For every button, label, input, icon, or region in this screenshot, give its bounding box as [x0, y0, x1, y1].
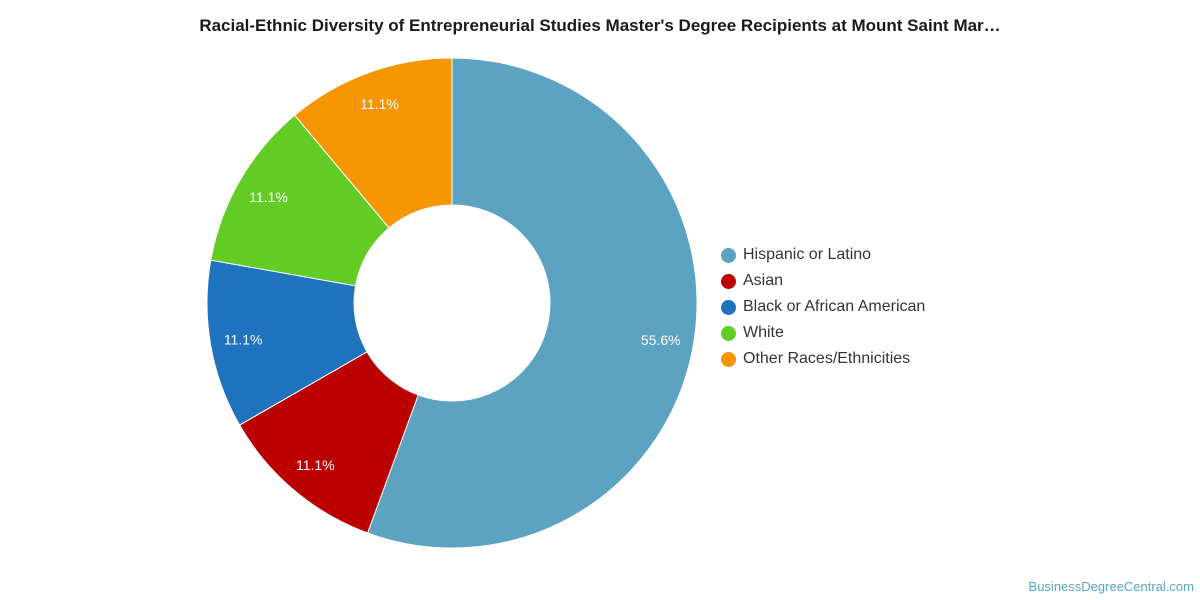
legend-swatch: [721, 351, 736, 367]
watermark[interactable]: BusinessDegreeCentral.com: [1028, 579, 1194, 594]
legend-label: White: [743, 324, 784, 341]
legend-label: Hispanic or Latino: [743, 246, 872, 263]
legend-swatch: [721, 273, 736, 289]
legend-swatch: [721, 299, 736, 315]
legend-item[interactable]: Black or African American: [721, 294, 925, 320]
legend-item[interactable]: Hispanic or Latino: [721, 242, 925, 268]
slice-black-or-african-american[interactable]: [206, 259, 368, 426]
slice-label: 11.1%: [249, 189, 288, 205]
legend-label: Black or African American: [743, 298, 926, 315]
legend-swatch: [721, 325, 736, 341]
legend-swatch: [721, 247, 736, 263]
slice-other-races-ethnicities[interactable]: [293, 57, 453, 229]
slice-label: 11.1%: [360, 96, 399, 112]
slice-label: 11.1%: [224, 331, 263, 347]
legend-item[interactable]: White: [721, 320, 925, 346]
legend-item[interactable]: Asian: [721, 268, 925, 294]
chart-title: Racial-Ethnic Diversity of Entrepreneuri…: [199, 16, 1001, 35]
legend-label: Asian: [743, 272, 784, 289]
slice-asian[interactable]: [238, 351, 419, 534]
slice-label: 11.1%: [296, 457, 335, 473]
slice-white[interactable]: [210, 114, 390, 287]
legend-label: Other Races/Ethnicities: [743, 350, 911, 367]
slice-label: 55.6%: [641, 332, 681, 348]
chart-legend: Hispanic or Latino Asian Black or African …: [721, 242, 925, 372]
legend-item[interactable]: Other Races/Ethnicities: [721, 346, 925, 372]
slice-hispanic-or-latino[interactable]: [366, 57, 698, 549]
